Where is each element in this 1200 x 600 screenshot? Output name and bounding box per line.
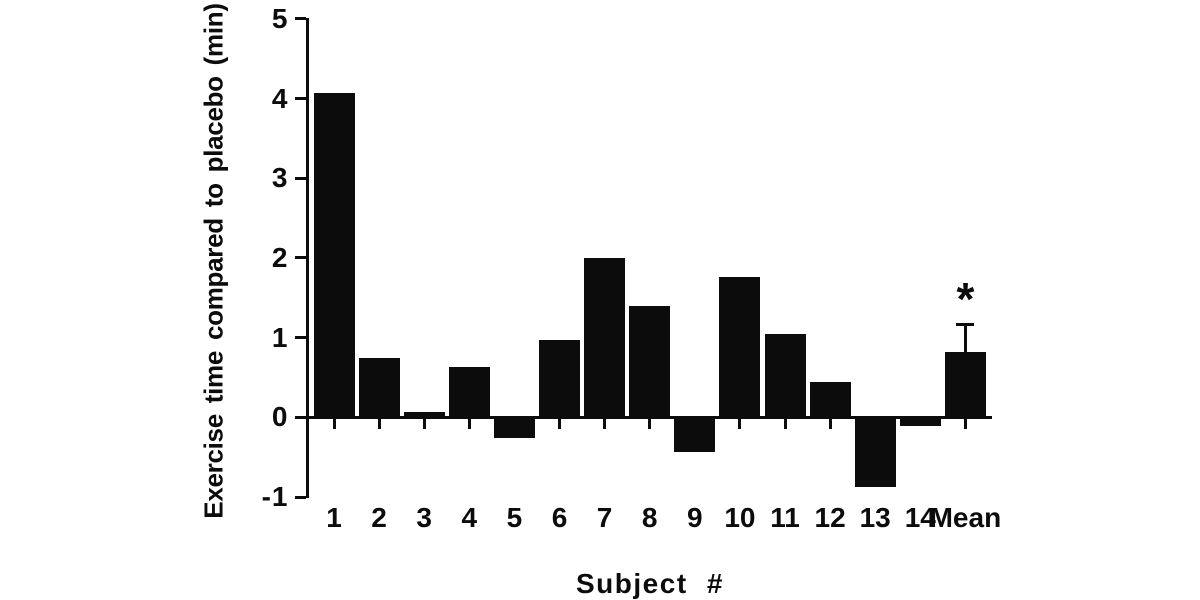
y-tick: [294, 495, 306, 499]
x-tick: [648, 417, 652, 430]
bar-subject-3: [403, 411, 445, 418]
x-tick-label: 1: [326, 502, 342, 533]
x-tick: [467, 417, 471, 430]
bar-subject-2: [358, 357, 400, 418]
x-tick-label: 4: [461, 502, 478, 533]
y-tick: [294, 17, 306, 21]
bar-subject-12: [809, 382, 851, 418]
y-tick-label: 0: [271, 401, 289, 433]
bar-subject-9: [674, 417, 716, 452]
y-axis-spine: [305, 17, 309, 498]
error-bar-cap: [956, 322, 975, 326]
bar-subject-11: [764, 334, 806, 418]
bar-subject-7: [584, 257, 626, 418]
x-tick-label: 2: [371, 502, 387, 533]
bar-subject-10: [719, 277, 761, 418]
y-tick: [294, 256, 306, 260]
x-tick-label: 3: [416, 502, 432, 533]
y-tick-label: 4: [271, 82, 289, 114]
x-tick: [377, 417, 381, 430]
bar-subject-1: [313, 92, 355, 418]
y-tick: [294, 97, 306, 100]
x-axis-title: Subject #: [576, 568, 724, 599]
bar-subject-14: [899, 417, 941, 427]
x-tick-label: 7: [596, 502, 613, 533]
y-tick-label: 3: [271, 162, 289, 194]
bar-subject-6: [539, 339, 580, 418]
x-tick: [558, 417, 561, 430]
x-tick: [828, 417, 832, 430]
x-tick-label: 14: [904, 502, 936, 533]
y-tick-label: -1: [261, 481, 289, 512]
x-tick-label: 6: [551, 502, 568, 533]
y-tick-label: 5: [271, 2, 289, 34]
y-tick: [294, 176, 306, 180]
x-tick-label: 8: [641, 502, 658, 533]
bar-subject-13: [854, 417, 896, 487]
significance-asterisk: *: [956, 273, 975, 325]
y-tick-label: 2: [271, 241, 289, 273]
x-tick-label: 5: [506, 502, 523, 533]
x-tick-label: 9: [687, 502, 703, 533]
x-tick: [332, 417, 336, 430]
x-tick-label: 11: [770, 502, 800, 533]
bar-subject-4: [448, 367, 490, 418]
x-tick-label: 13: [859, 502, 891, 533]
x-tick: [783, 417, 787, 430]
x-tick-label: 12: [814, 502, 846, 533]
error-bar: [963, 324, 967, 430]
x-tick: [603, 417, 607, 430]
bar-subject-5: [493, 417, 535, 439]
bar-subject-8: [629, 305, 671, 418]
y-tick-label: 1: [271, 321, 289, 353]
x-tick-label: 10: [724, 502, 756, 533]
y-tick: [294, 415, 306, 419]
x-tick-label: Mean: [929, 502, 1002, 533]
x-tick: [422, 417, 426, 430]
x-tick: [738, 417, 742, 430]
y-tick: [294, 336, 306, 340]
